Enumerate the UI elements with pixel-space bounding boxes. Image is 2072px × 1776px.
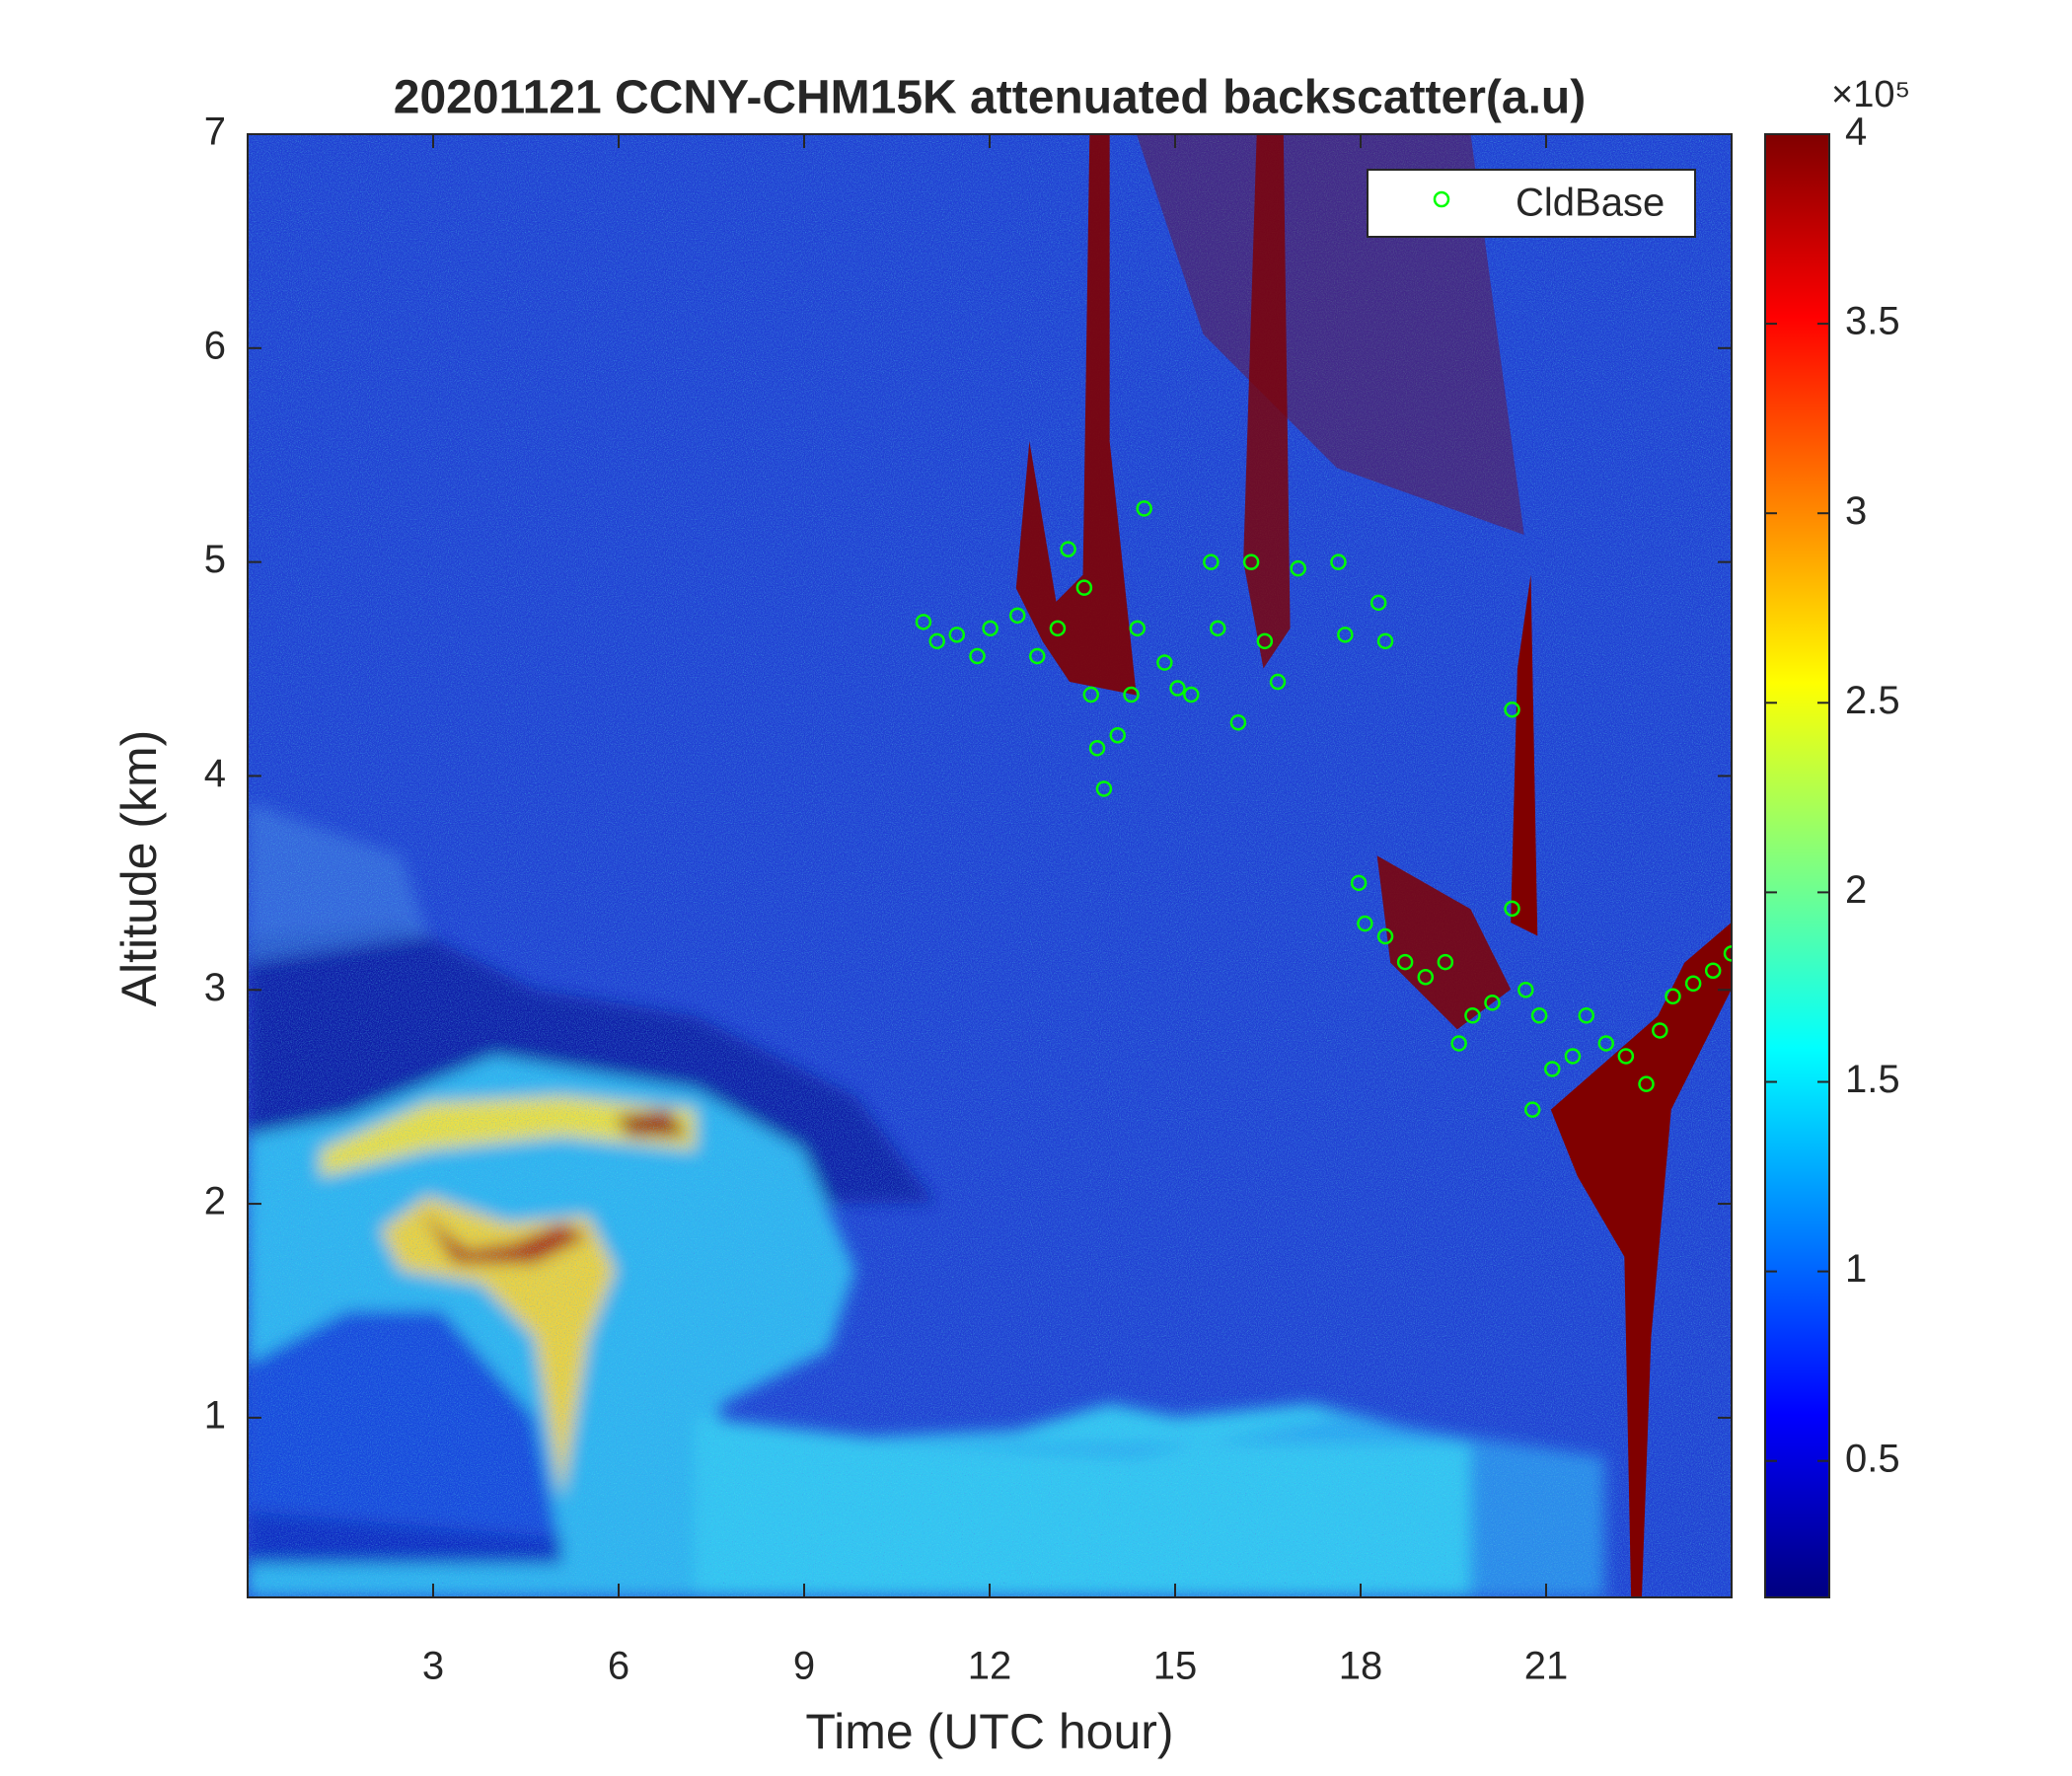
- colorbar-tick-label: 0.5: [1845, 1437, 1900, 1480]
- y-tick-label: 4: [204, 752, 226, 795]
- cloud-base-point: [969, 647, 986, 665]
- chart-title: 20201121 CCNY-CHM15K attenuated backscat…: [394, 72, 1586, 124]
- backscatter-image: [248, 134, 1732, 1597]
- cloud-base-point: [1156, 654, 1173, 671]
- cloud-base-point: [1544, 1061, 1561, 1077]
- cloud-base-point: [1109, 726, 1126, 744]
- cloud-base-point: [1504, 900, 1520, 918]
- x-axis-label: Time (UTC hour): [805, 1704, 1173, 1759]
- cloud-base-point: [1617, 1048, 1635, 1065]
- legend-box: [1367, 169, 1696, 238]
- cloud-base-point: [1330, 554, 1347, 570]
- colorbar-tick-label: 1: [1845, 1247, 1867, 1291]
- x-tick-label: 15: [1153, 1645, 1198, 1688]
- cloud-base-point: [1350, 874, 1368, 892]
- cloud-base-point: [1008, 607, 1026, 625]
- cloud-base-point: [1376, 632, 1394, 650]
- cloud-base-point: [1464, 1007, 1481, 1024]
- cloud-base-point: [1082, 686, 1100, 703]
- colorbar-tick-label: 1.5: [1845, 1058, 1900, 1101]
- y-tick-label: 5: [204, 538, 226, 581]
- cloud-base-point: [1256, 632, 1274, 650]
- cloud-base-point: [1564, 1048, 1582, 1065]
- cloud-base-point: [1209, 620, 1226, 637]
- cloud-base-point: [1376, 927, 1394, 945]
- cloud-base-point: [1723, 945, 1732, 962]
- y-tick-label: 7: [204, 111, 226, 154]
- series: [915, 500, 1732, 1118]
- cloud-base-point: [1684, 975, 1702, 992]
- cloud-base-point: [948, 627, 966, 643]
- cloud-base-point: [1504, 701, 1520, 718]
- x-tick-label: 21: [1524, 1645, 1569, 1688]
- cloud-base-point: [1484, 995, 1501, 1011]
- cloud-base-point: [1088, 740, 1106, 757]
- y-tick-label: 1: [204, 1393, 226, 1437]
- colorbar-tick-label: 3: [1845, 489, 1867, 533]
- cloud-base-point: [1523, 1101, 1541, 1118]
- cloud-base-point: [1129, 620, 1147, 637]
- cloud-base-point: [1357, 915, 1373, 932]
- cloud-base-point: [1638, 1075, 1655, 1092]
- cloud-base-point: [1183, 686, 1200, 703]
- cloud-base-point: [1123, 686, 1140, 703]
- cloud-base-point: [1578, 1007, 1594, 1024]
- cloud-base-point: [1095, 780, 1113, 797]
- y-tick-label: 3: [204, 966, 226, 1009]
- x-tick-label: 3: [422, 1645, 444, 1688]
- colorbar-tick-label: 4: [1845, 111, 1867, 154]
- cloud-base-point: [1049, 620, 1067, 637]
- colorbar-tick-label: 2.5: [1845, 679, 1900, 722]
- cloud-base-point: [1665, 988, 1681, 1005]
- cloud-base-point: [1075, 579, 1093, 596]
- y-axis-label: Altitude (km): [111, 730, 167, 1007]
- y-tick-label: 6: [204, 324, 226, 367]
- cloud-base-point: [1136, 500, 1152, 517]
- cloud-base-point: [1652, 1022, 1668, 1039]
- colorbar-tick-label: 3.5: [1845, 300, 1900, 343]
- cloud-base-point: [1704, 962, 1722, 979]
- y-tick-label: 2: [204, 1180, 226, 1223]
- cloud-base-point: [1369, 594, 1387, 612]
- legend-label: CldBase: [1516, 182, 1665, 225]
- cloud-base-point: [1437, 953, 1454, 971]
- cloud-base-point: [1060, 541, 1076, 557]
- x-tick-label: 9: [793, 1645, 815, 1688]
- cloud-base-point: [915, 614, 932, 630]
- cloud-base-point: [1517, 982, 1534, 999]
- colorbar-tick-label: 2: [1845, 868, 1867, 912]
- cloud-base-point: [1597, 1035, 1615, 1052]
- x-tick-label: 18: [1339, 1645, 1383, 1688]
- colorbar: [1764, 133, 1830, 1598]
- cloud-base-point: [1169, 680, 1186, 697]
- colorbar-label: ×10⁵: [1831, 74, 1910, 115]
- cloud-base-point: [1290, 559, 1306, 577]
- cloud-base-point: [1337, 627, 1354, 643]
- cloud-base-point: [1530, 1007, 1548, 1024]
- x-tick-label: 6: [608, 1645, 629, 1688]
- cloud-base-point: [1203, 554, 1220, 570]
- cloud-base-point: [928, 632, 945, 650]
- x-tick-label: 12: [968, 1645, 1012, 1688]
- cloud-base-point: [1269, 673, 1287, 691]
- cloud-base-point: [1242, 554, 1260, 570]
- cloud-base-point: [1450, 1035, 1467, 1052]
- cloud-base-point: [982, 620, 999, 637]
- cloud-base-point: [1396, 953, 1414, 971]
- legend-marker: [1433, 190, 1450, 208]
- cloud-base-point: [1229, 713, 1247, 731]
- cloud-base-point: [1029, 647, 1046, 665]
- cloud-base-point: [1417, 968, 1435, 986]
